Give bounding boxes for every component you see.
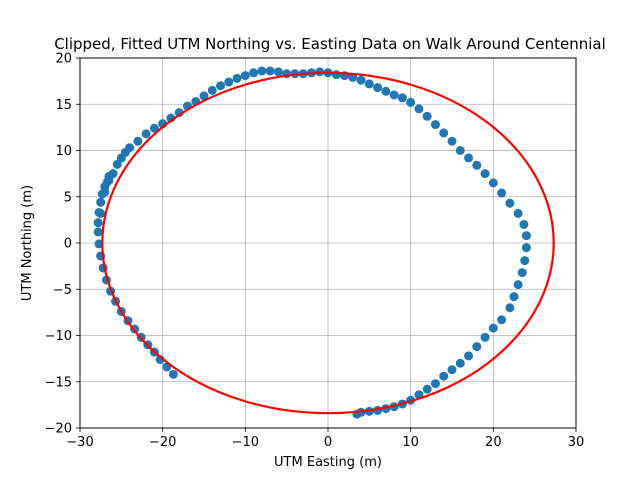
data-point: [480, 332, 490, 342]
y-tick-label: 10: [55, 144, 72, 159]
data-point: [265, 66, 275, 76]
data-point: [207, 85, 217, 95]
data-point: [509, 292, 519, 302]
data-point: [96, 197, 106, 207]
fit-ellipse-curve: [101, 71, 555, 415]
data-point: [480, 169, 490, 179]
data-point: [397, 93, 407, 103]
data-point: [149, 123, 159, 133]
data-point: [141, 129, 151, 139]
data-point: [519, 220, 529, 229]
x-axis-title: UTM Easting (m): [274, 455, 382, 470]
x-tick-label: −30: [66, 435, 93, 450]
data-point: [133, 136, 143, 146]
y-tick-label: 15: [55, 98, 72, 113]
data-point: [472, 342, 482, 352]
data-point: [430, 379, 440, 389]
data-point: [439, 371, 449, 381]
data-point: [497, 188, 507, 198]
x-tick-label: −20: [149, 435, 176, 450]
data-point: [373, 83, 383, 93]
data-point: [199, 91, 209, 101]
data-point: [125, 143, 135, 153]
data-point: [232, 73, 242, 83]
data-point: [430, 120, 440, 130]
data-point: [389, 90, 399, 100]
data-point: [93, 227, 103, 237]
data-point: [224, 77, 234, 87]
data-point: [505, 303, 515, 313]
data-point: [94, 207, 104, 217]
data-point: [216, 81, 226, 91]
fitted-ellipse: [101, 71, 555, 415]
data-point: [414, 104, 424, 114]
data-point: [422, 384, 432, 394]
data-point: [521, 231, 531, 241]
data-point: [356, 75, 366, 85]
data-point: [517, 268, 527, 278]
data-point: [364, 79, 374, 89]
x-tick-label: 10: [402, 435, 419, 450]
data-point: [472, 160, 482, 170]
data-point: [439, 128, 449, 138]
data-point: [240, 71, 250, 81]
data-point: [513, 208, 523, 218]
x-tick-label: −10: [232, 435, 259, 450]
data-point: [273, 67, 283, 77]
data-point: [249, 68, 259, 78]
data-point: [447, 365, 457, 375]
chart-title: Clipped, Fitted UTM Northing vs. Easting…: [54, 35, 606, 53]
data-point: [505, 198, 515, 208]
y-axis-title: UTM Northing (m): [20, 185, 35, 301]
x-tick-label: 20: [485, 435, 502, 450]
data-point: [381, 86, 391, 96]
data-point: [257, 66, 267, 76]
data-point: [455, 358, 465, 368]
data-point: [497, 315, 507, 325]
data-point: [422, 111, 432, 121]
data-point: [464, 351, 474, 361]
data-point: [455, 146, 465, 155]
data-point: [168, 369, 178, 379]
data-point: [104, 171, 114, 181]
y-tick-label: −15: [45, 375, 72, 390]
data-point: [97, 189, 107, 199]
data-point: [112, 159, 122, 169]
y-tick-label: 0: [64, 237, 72, 252]
x-tick-label: 0: [324, 435, 332, 450]
data-point: [93, 218, 103, 228]
y-tick-label: 20: [55, 52, 72, 67]
data-point: [520, 256, 530, 266]
data-point: [488, 323, 498, 333]
data-point: [521, 243, 531, 253]
x-tick-label: 30: [568, 435, 585, 450]
data-point: [513, 280, 523, 290]
data-point: [406, 97, 416, 107]
data-point: [348, 72, 358, 82]
y-tick-label: −10: [45, 329, 72, 344]
data-point: [447, 136, 457, 146]
y-tick-label: −20: [45, 422, 72, 437]
data-point: [464, 153, 474, 163]
y-tick-label: 5: [64, 190, 72, 205]
data-point: [488, 178, 498, 188]
y-tick-label: −5: [53, 283, 72, 298]
data-point: [331, 70, 341, 80]
